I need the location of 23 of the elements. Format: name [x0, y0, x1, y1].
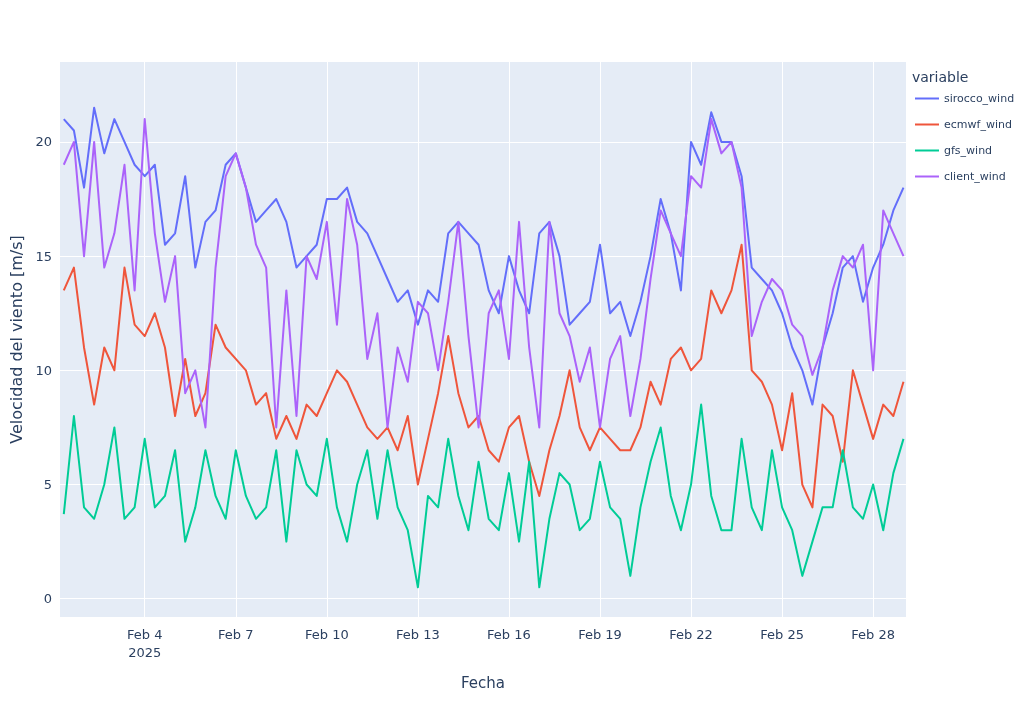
y-axis-title: Velocidad del viento [m/s] [6, 235, 26, 444]
x-tick-label: Feb 16 [487, 626, 531, 642]
line-series [62, 403, 905, 589]
x-tick-label: Feb 7 [218, 626, 254, 642]
x-tick-label: Feb 10 [304, 626, 349, 642]
x-axis-title: Fecha [461, 673, 505, 692]
x-tick-label: Feb 4 2025 [127, 626, 163, 660]
x-tick-label: Feb 22 [669, 626, 713, 642]
y-tick-label: 15 [35, 248, 52, 264]
legend-label: client_wind [944, 170, 1006, 183]
y-tick-label: 0 [43, 591, 52, 607]
x-tick-label: Feb 25 [760, 626, 804, 642]
line-series [62, 243, 905, 509]
legend-label: gfs_wind [944, 144, 993, 157]
legend-label: ecmwf_wind [944, 118, 1012, 131]
x-tick-label: Feb 28 [851, 626, 895, 642]
legend-label: sirocco_wind [944, 92, 1015, 105]
y-tick-label: 10 [35, 362, 52, 378]
x-tick-label: Feb 19 [578, 626, 622, 642]
y-tick-label: 20 [35, 134, 52, 150]
legend-title: variable [912, 69, 969, 85]
x-tick-label: Feb 13 [396, 626, 440, 642]
y-tick-label: 5 [43, 477, 52, 493]
